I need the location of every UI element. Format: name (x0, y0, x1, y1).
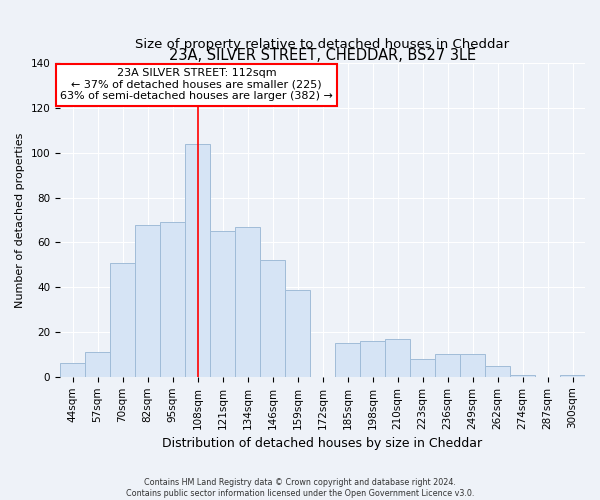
Bar (135, 224, 160, 377)
Bar (160, 222, 185, 377)
Bar (60, 364, 85, 377)
Text: Contains HM Land Registry data © Crown copyright and database right 2024.
Contai: Contains HM Land Registry data © Crown c… (126, 478, 474, 498)
Bar (335, 343, 360, 377)
Bar (460, 354, 485, 377)
Bar (260, 260, 285, 377)
Bar (510, 374, 535, 377)
Bar (85, 352, 110, 377)
Y-axis label: Number of detached properties: Number of detached properties (15, 132, 25, 308)
Bar (410, 359, 435, 377)
Bar (385, 339, 410, 377)
X-axis label: Distribution of detached houses by size in Cheddar: Distribution of detached houses by size … (163, 437, 482, 450)
Bar (235, 227, 260, 377)
Bar (360, 341, 385, 377)
Bar (110, 262, 135, 377)
Bar (485, 366, 510, 377)
Bar (285, 290, 310, 377)
Text: 23A SILVER STREET: 112sqm
← 37% of detached houses are smaller (225)
63% of semi: 23A SILVER STREET: 112sqm ← 37% of detac… (60, 68, 333, 102)
Bar (560, 374, 585, 377)
Bar (185, 144, 210, 377)
Text: Size of property relative to detached houses in Cheddar: Size of property relative to detached ho… (136, 38, 509, 51)
Bar (435, 354, 460, 377)
Bar (210, 232, 235, 377)
Title: 23A, SILVER STREET, CHEDDAR, BS27 3LE: 23A, SILVER STREET, CHEDDAR, BS27 3LE (169, 48, 476, 64)
